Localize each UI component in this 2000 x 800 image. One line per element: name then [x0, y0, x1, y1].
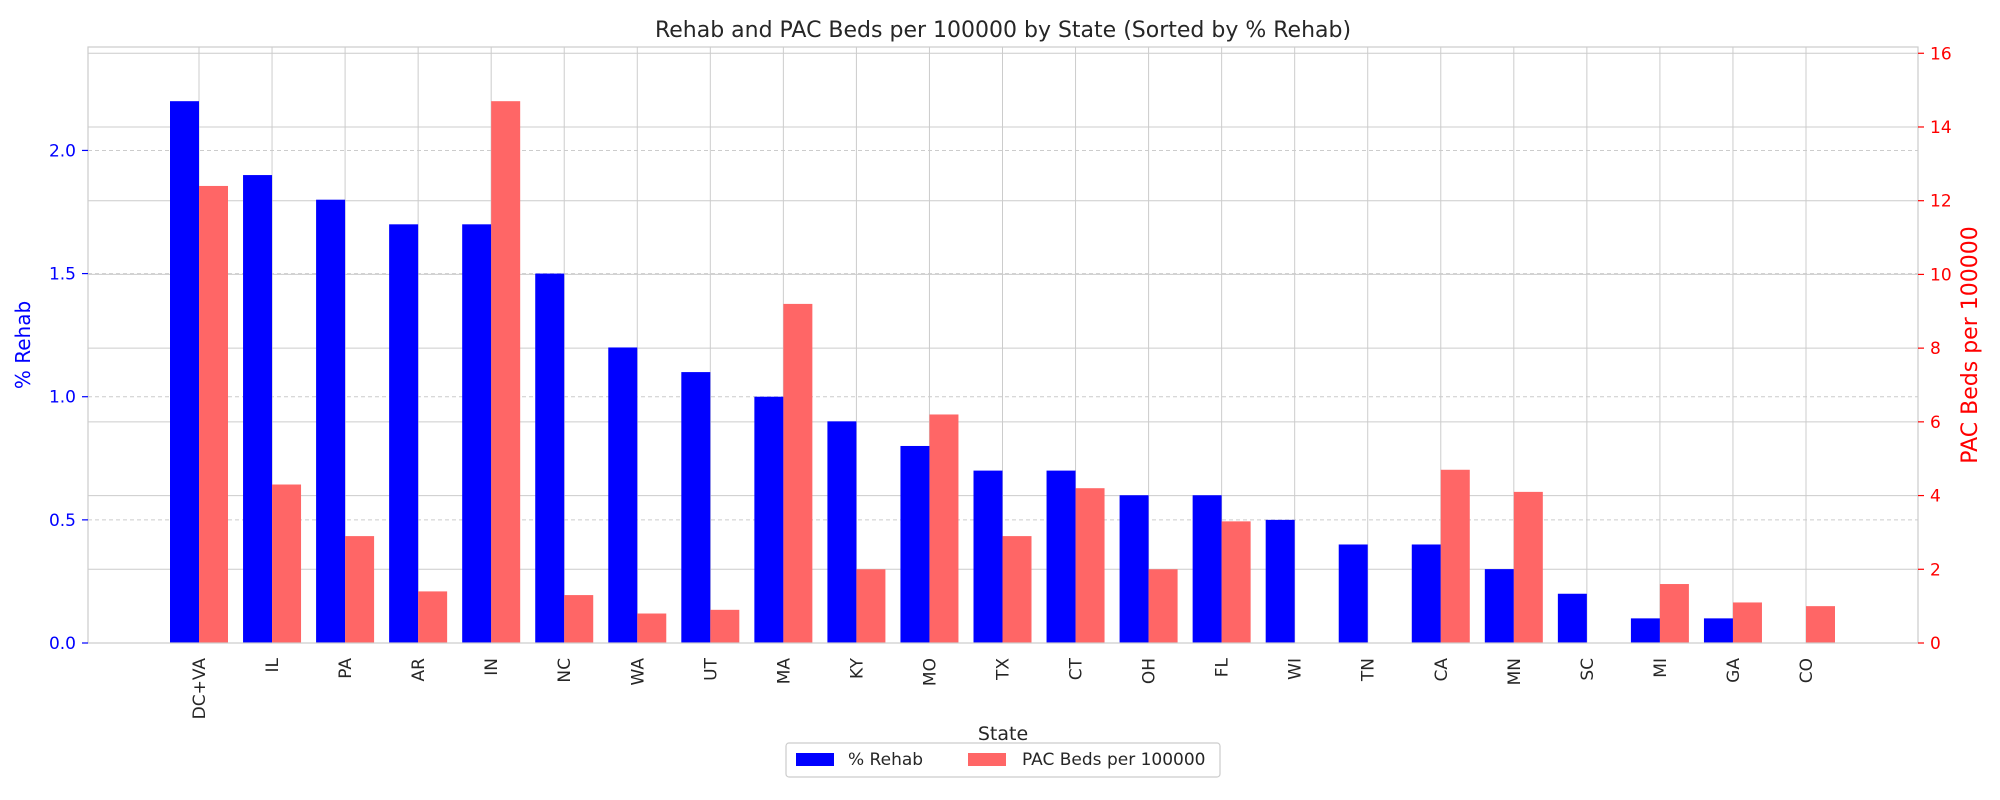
x-tick-label: IN	[482, 658, 502, 676]
bar-pac-beds-ma	[783, 303, 813, 643]
bar-rehab-oh	[1119, 495, 1149, 643]
bar-pac-beds-in	[491, 101, 521, 643]
left-tick-label: 0.5	[49, 511, 76, 531]
x-tick-label: MO	[920, 658, 940, 686]
x-tick-label: OH	[1140, 658, 1160, 684]
x-tick-label: WI	[1286, 658, 1306, 680]
bars	[170, 101, 1835, 644]
x-tick-label: TN	[1359, 658, 1379, 682]
bar-rehab-tx	[973, 470, 1003, 643]
bar-rehab-ca	[1411, 544, 1441, 643]
bar-pac-beds-ky	[856, 569, 886, 643]
x-tick-label: DC+VA	[190, 658, 210, 720]
x-tick-label: KY	[847, 657, 867, 679]
x-tick-label: IL	[263, 657, 283, 672]
bar-pac-beds-ct	[1075, 488, 1105, 643]
x-tick-label: SC	[1578, 658, 1598, 681]
x-tick-label: MI	[1651, 658, 1671, 678]
bar-rehab-dc-va	[170, 101, 199, 643]
x-tick-label: PA	[336, 658, 356, 679]
right-tick-label: 4	[1930, 487, 1941, 507]
bar-rehab-ar	[389, 224, 419, 643]
bar-rehab-ma	[754, 396, 784, 643]
bar-pac-beds-mn	[1513, 491, 1543, 643]
bar-rehab-ga	[1703, 618, 1733, 643]
right-tick-label: 2	[1930, 560, 1941, 580]
bar-pac-beds-mo	[929, 414, 959, 643]
bar-rehab-mn	[1484, 569, 1514, 643]
bar-rehab-nc	[535, 273, 565, 643]
legend-label-pac-beds: PAC Beds per 100000	[1022, 750, 1205, 770]
bar-pac-beds-mi	[1659, 584, 1689, 643]
plot-frame	[87, 46, 1919, 644]
bar-rehab-mi	[1630, 618, 1660, 643]
x-tick-label: TX	[994, 658, 1014, 681]
right-tick-label: 14	[1930, 118, 1952, 138]
x-tick-label: AR	[409, 658, 429, 682]
x-axis-label: State	[978, 723, 1028, 745]
bar-rehab-wa	[608, 347, 638, 643]
bar-pac-beds-il	[272, 484, 302, 643]
bar-rehab-tn	[1338, 544, 1368, 643]
bar-pac-beds-pa	[345, 536, 375, 643]
legend-label-rehab: % Rehab	[848, 750, 923, 770]
right-tick-label: 16	[1930, 44, 1952, 64]
x-axis-ticks: DC+VA IL PA AR IN NC WA UT MA KY MO TX CT OH FL WI TN CA M…	[190, 657, 1817, 719]
bar-pac-beds-fl	[1221, 521, 1251, 643]
left-axis-label: % Rehab	[11, 301, 35, 389]
chart-title: Rehab and PAC Beds per 100000 by State (…	[655, 18, 1351, 43]
bar-pac-beds-ar	[418, 591, 448, 643]
left-tick-label: 1.5	[49, 265, 76, 285]
x-tick-label: CT	[1067, 657, 1087, 680]
left-tick-label: 1.0	[49, 388, 76, 408]
right-tick-label: 6	[1930, 413, 1941, 433]
bar-rehab-ky	[827, 421, 857, 643]
bar-rehab-sc	[1557, 593, 1587, 643]
legend: % Rehab PAC Beds per 100000	[785, 742, 1221, 778]
x-tick-label: WA	[628, 658, 648, 686]
bar-rehab-mo	[900, 445, 930, 643]
x-tick-label: CA	[1432, 658, 1452, 682]
left-tick-label: 2.0	[49, 141, 76, 161]
right-tick-label: 0	[1930, 634, 1941, 654]
bar-rehab-wi	[1265, 519, 1295, 643]
bar-rehab-fl	[1192, 495, 1222, 643]
bar-pac-beds-ut	[710, 609, 740, 643]
x-tick-label: MA	[774, 658, 794, 685]
bar-pac-beds-ca	[1440, 469, 1470, 643]
right-tick-label: 8	[1930, 339, 1941, 359]
bar-pac-beds-co	[1806, 606, 1835, 643]
x-tick-label: NC	[555, 658, 575, 683]
x-tick-label: CO	[1797, 658, 1817, 683]
right-tick-label: 12	[1930, 192, 1952, 212]
bar-rehab-ct	[1046, 470, 1076, 643]
right-tick-label: 10	[1930, 265, 1952, 285]
bar-pac-beds-oh	[1148, 569, 1178, 643]
legend-swatch-pac-beds	[968, 753, 1006, 766]
bar-rehab-in	[462, 224, 492, 643]
bar-pac-beds-tx	[1002, 536, 1032, 643]
left-tick-label: 0.0	[49, 634, 76, 654]
legend-swatch-rehab	[796, 753, 834, 766]
bar-rehab-ut	[681, 372, 711, 643]
x-tick-label: GA	[1724, 658, 1744, 683]
bar-pac-beds-wa	[637, 613, 667, 643]
bar-pac-beds-nc	[564, 595, 594, 643]
bar-pac-beds-ga	[1732, 602, 1762, 643]
bar-rehab-pa	[316, 199, 346, 643]
x-tick-label: MN	[1505, 658, 1525, 685]
bar-pac-beds-dc-va	[199, 185, 228, 643]
x-tick-label: FL	[1213, 657, 1233, 677]
left-axis-ticks: 0.0 0.5 1.0 1.5 2.0	[49, 141, 88, 654]
right-axis-label: PAC Beds per 100000	[1958, 226, 1983, 463]
bar-rehab-il	[243, 175, 273, 644]
right-axis-ticks: 0 2 4 6 8 10 12 14 16	[1918, 44, 1952, 654]
x-tick-label: UT	[701, 657, 721, 680]
